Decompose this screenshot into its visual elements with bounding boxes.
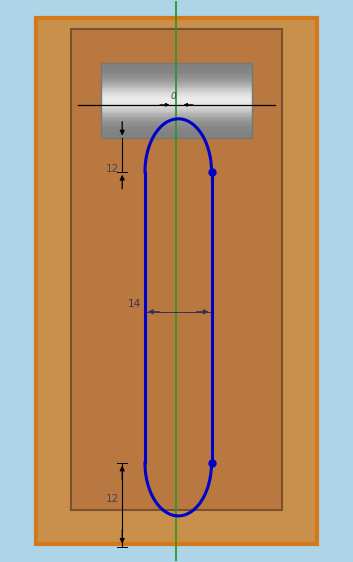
Bar <box>101 75 252 77</box>
Bar <box>101 123 252 125</box>
Bar <box>101 83 252 84</box>
Bar <box>101 118 252 120</box>
Bar <box>101 80 252 82</box>
Bar <box>101 94 252 96</box>
Bar <box>36 18 317 544</box>
Bar <box>101 105 252 106</box>
Bar <box>101 92 252 93</box>
Bar <box>101 90 252 92</box>
Bar <box>101 97 252 98</box>
Bar <box>101 111 252 112</box>
Bar <box>101 110 252 111</box>
Text: 14: 14 <box>128 299 142 309</box>
Bar <box>101 106 252 107</box>
Bar <box>101 107 252 108</box>
Bar <box>101 99 252 101</box>
Bar <box>101 82 252 83</box>
Bar <box>101 135 252 136</box>
Bar <box>101 73 252 74</box>
Bar <box>101 126 252 127</box>
Bar <box>101 63 252 138</box>
Bar <box>101 132 252 133</box>
Bar <box>101 85 252 87</box>
Bar <box>101 128 252 130</box>
Bar <box>101 84 252 85</box>
Bar <box>101 113 252 115</box>
Bar <box>101 74 252 75</box>
Bar <box>101 116 252 117</box>
Bar <box>101 79 252 80</box>
Bar <box>101 89 252 90</box>
Bar <box>101 115 252 116</box>
Bar <box>101 65 252 67</box>
Bar <box>101 77 252 78</box>
Bar <box>101 121 252 122</box>
Bar <box>101 127 252 128</box>
Bar <box>101 125 252 126</box>
Bar <box>101 122 252 123</box>
Bar <box>101 133 252 135</box>
Bar <box>101 68 252 69</box>
Bar <box>101 69 252 70</box>
Bar <box>101 117 252 118</box>
Bar <box>101 72 252 73</box>
Text: 12: 12 <box>106 494 119 504</box>
Bar <box>101 131 252 132</box>
Bar <box>101 63 252 64</box>
Bar <box>101 67 252 68</box>
Bar <box>101 112 252 113</box>
Bar <box>101 93 252 94</box>
Bar <box>71 29 282 510</box>
Bar <box>101 130 252 131</box>
Bar <box>101 101 252 102</box>
Text: 12: 12 <box>106 164 119 174</box>
Bar <box>101 102 252 103</box>
Bar <box>101 137 252 138</box>
Bar <box>101 103 252 105</box>
Bar <box>101 78 252 79</box>
Bar <box>101 96 252 97</box>
Text: 0: 0 <box>171 93 176 102</box>
Bar <box>101 108 252 110</box>
Bar <box>101 87 252 88</box>
Bar <box>101 70 252 72</box>
Bar <box>101 136 252 137</box>
Bar <box>101 64 252 65</box>
Bar <box>101 120 252 121</box>
Bar <box>101 98 252 99</box>
Bar <box>101 88 252 89</box>
